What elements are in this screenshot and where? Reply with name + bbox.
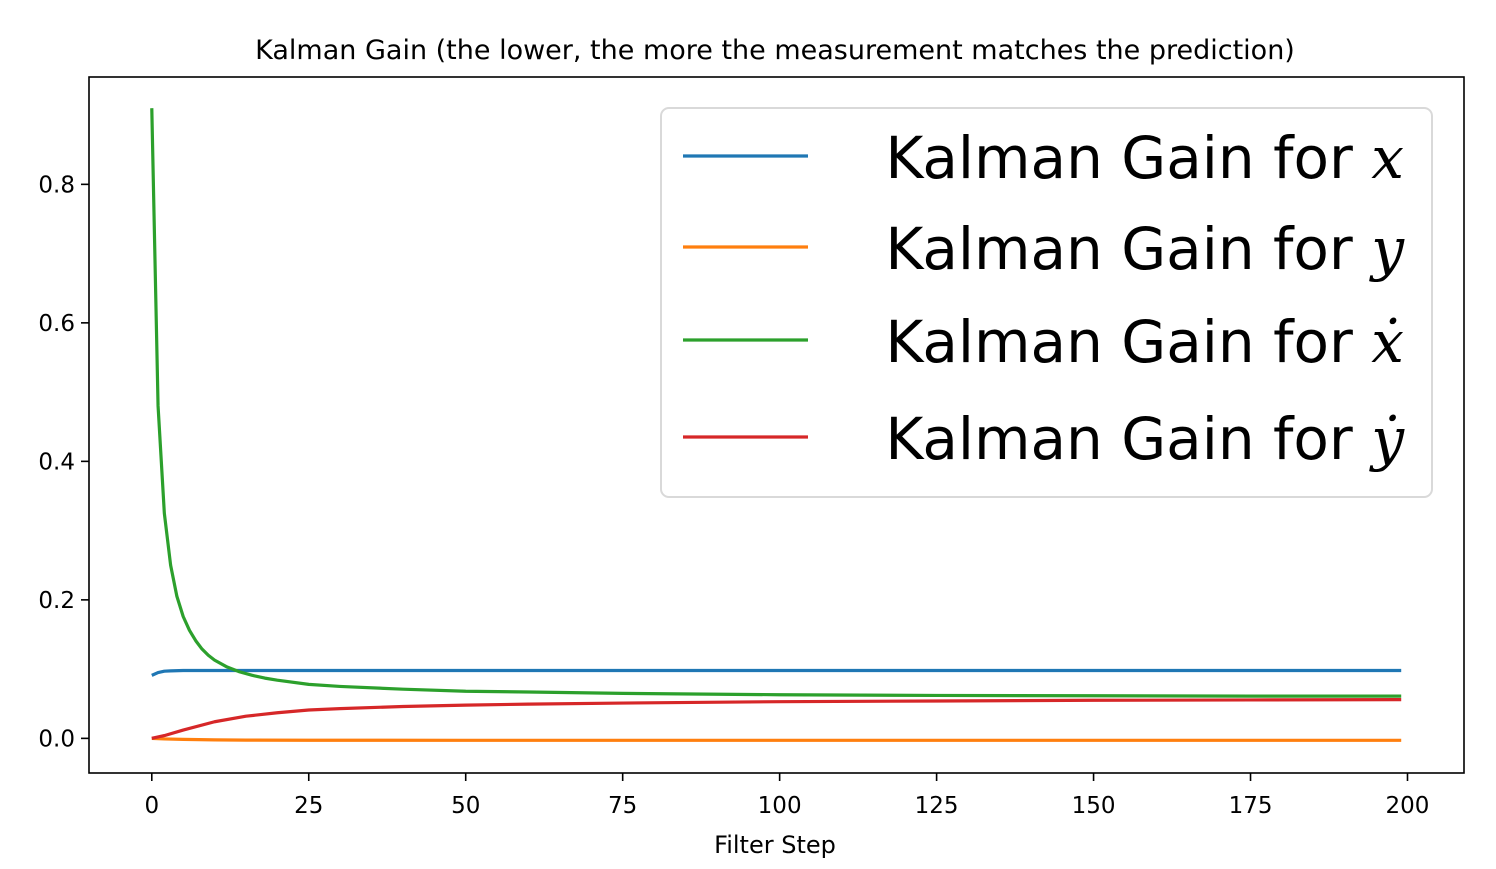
series-lines bbox=[150, 108, 1402, 742]
x-tick-label: 200 bbox=[1386, 793, 1430, 819]
legend-box bbox=[660, 107, 1433, 498]
x-tick-label: 0 bbox=[144, 793, 159, 819]
x-tick-label: 75 bbox=[608, 793, 637, 819]
x-axis-label: Filter Step bbox=[714, 831, 836, 859]
x-tick-label: 150 bbox=[1072, 793, 1116, 819]
legend-label-1: Kalman Gain for x bbox=[885, 124, 1404, 192]
y-tick-label: 0.8 bbox=[38, 172, 75, 198]
legend-label-2: Kalman Gain for y bbox=[885, 215, 1405, 283]
y-tick-label: 0.4 bbox=[38, 449, 75, 475]
y-tick-label: 0.2 bbox=[38, 588, 75, 614]
legend-entries: Kalman Gain for x Kalman Gain for y Kalman… bbox=[683, 124, 1405, 473]
x-tick-label: 125 bbox=[915, 793, 959, 819]
legend: Kalman Gain for x Kalman Gain for y Kalman… bbox=[660, 107, 1433, 498]
legend-label-3: Kalman Gain for ẋ bbox=[885, 308, 1404, 376]
plot-area-frame bbox=[88, 76, 1465, 774]
series-line-1 bbox=[151, 668, 1402, 677]
y-tick-label: 0.0 bbox=[38, 726, 75, 752]
series-line-2 bbox=[151, 736, 1402, 742]
chart-title: Kalman Gain (the lower, the more the mea… bbox=[255, 35, 1295, 66]
legend-label-4: Kalman Gain for ẏ bbox=[885, 405, 1405, 473]
y-tick-label: 0.6 bbox=[38, 311, 75, 337]
x-tick-label: 175 bbox=[1229, 793, 1273, 819]
series-line-4 bbox=[151, 697, 1402, 740]
y-axis: 0.0 0.2 0.4 0.6 0.8 bbox=[38, 172, 89, 752]
x-axis: 0 25 50 75 100 125 150 175 200 bbox=[144, 773, 1429, 819]
x-tick-label: 25 bbox=[294, 793, 323, 819]
x-tick-label: 100 bbox=[758, 793, 802, 819]
series-line-3 bbox=[150, 108, 1402, 698]
x-tick-label: 50 bbox=[451, 793, 480, 819]
